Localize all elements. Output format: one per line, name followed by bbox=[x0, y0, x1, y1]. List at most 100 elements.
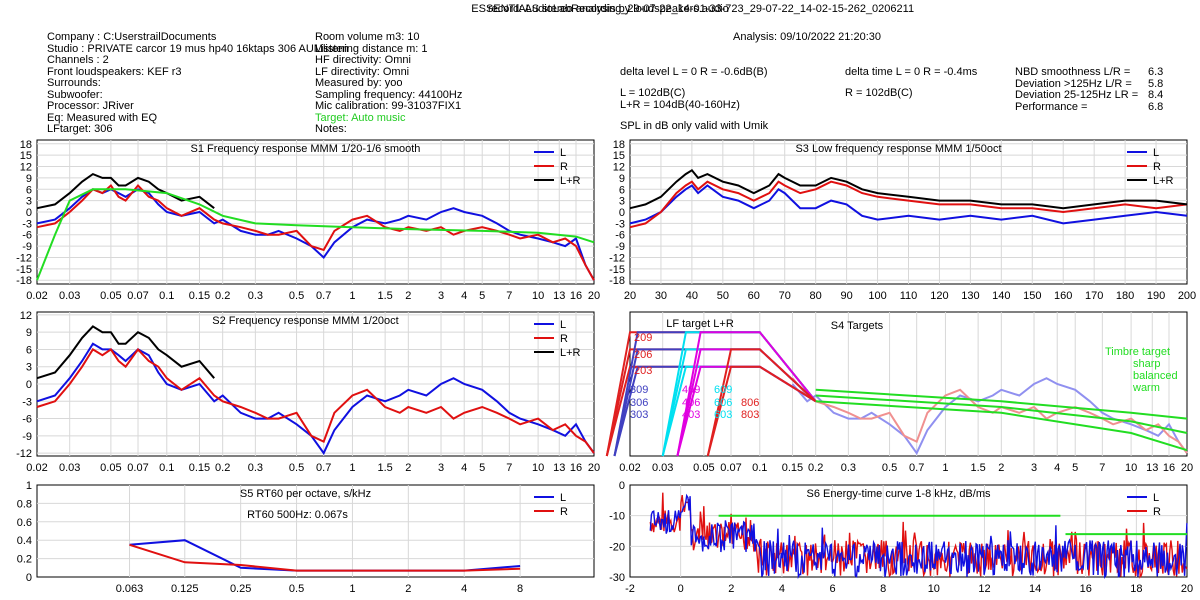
metric-label: NBD smoothness L/R = bbox=[1015, 66, 1131, 78]
s4-x-tick-label: 0.15 bbox=[782, 462, 803, 474]
s1-series-target bbox=[36, 188, 595, 281]
s1-x-tick-label: 0.02 bbox=[26, 290, 47, 302]
s6-y-tick-label: -10 bbox=[609, 511, 625, 523]
s4-lf-title: LF target L+R bbox=[666, 318, 734, 330]
s1-y-tick-label: -9 bbox=[22, 241, 32, 253]
s3-x-tick-label: 60 bbox=[748, 290, 760, 302]
s2-y-tick-label: 0 bbox=[26, 379, 32, 391]
s2-x-tick-label: 2 bbox=[405, 462, 411, 474]
s2-x-tick-label: 1.5 bbox=[377, 462, 392, 474]
s1-x-tick-label: 5 bbox=[479, 290, 485, 302]
s4-timbre-label: warm bbox=[1132, 382, 1160, 394]
s3-series-l bbox=[629, 184, 1188, 225]
s4-timbre-target-line bbox=[815, 388, 1188, 420]
s3-x-tick-label: 80 bbox=[810, 290, 822, 302]
s1-x-tick-label: 0.7 bbox=[316, 290, 331, 302]
s1-y-tick-label: 18 bbox=[20, 139, 32, 151]
s3-y-tick-label: 0 bbox=[619, 207, 625, 219]
s3-y-tick-label: 18 bbox=[613, 139, 625, 151]
s3-x-tick-label: 150 bbox=[1023, 290, 1041, 302]
metric-value: 6.8 bbox=[1148, 100, 1164, 113]
s5-x-tick-label: 2 bbox=[405, 583, 411, 595]
s2-legend-label: L bbox=[560, 319, 566, 331]
s5-x-tick-label: 0.125 bbox=[171, 583, 199, 595]
s4-lf-target-curve bbox=[706, 365, 817, 457]
s1-x-tick-label: 0.07 bbox=[127, 290, 148, 302]
s2-x-tick-label: 0.2 bbox=[215, 462, 230, 474]
s1-x-tick-label: 0.03 bbox=[59, 290, 80, 302]
s4-x-tick-label: 1.5 bbox=[970, 462, 985, 474]
s2-x-tick-label: 0.15 bbox=[189, 462, 210, 474]
s4-x-tick-label: 0.05 bbox=[693, 462, 714, 474]
s2-x-tick-label: 7 bbox=[506, 462, 512, 474]
s3-x-tick-label: 160 bbox=[1054, 290, 1072, 302]
lr-spl: L+R = 104dB(40-160Hz) bbox=[620, 99, 740, 111]
s4-timbre-target-line bbox=[815, 394, 1188, 434]
s4-x-tick-label: 2 bbox=[998, 462, 1004, 474]
s6-x-tick-label: 18 bbox=[1130, 583, 1142, 595]
s3-series-r bbox=[629, 180, 1188, 229]
s4-title: S4 Targets bbox=[831, 320, 884, 332]
s6-y-tick-label: 0 bbox=[619, 480, 625, 492]
s1-x-tick-label: 20 bbox=[588, 290, 600, 302]
info_left-line: Company : C:UserstrailDocuments bbox=[47, 31, 217, 43]
info_left-line: Front loudspeakers: KEF r3 bbox=[47, 65, 182, 78]
s1-x-tick-label: 13 bbox=[553, 290, 565, 302]
s3-legend-label: L+R bbox=[1153, 175, 1174, 187]
metric-value: 8.4 bbox=[1148, 89, 1164, 101]
s2-y-tick-label: -9 bbox=[22, 431, 32, 443]
s4-lf-target-label: 203 bbox=[634, 365, 652, 377]
s5-x-tick-label: 0.5 bbox=[289, 583, 304, 595]
s3-y-tick-label: -15 bbox=[609, 264, 625, 276]
analysis-date: Analysis: 09/10/2022 21:20:30 bbox=[733, 31, 882, 43]
s5-legend-label: L bbox=[560, 492, 566, 504]
s5-x-tick-label: 0.25 bbox=[230, 583, 251, 595]
s1-legend-label: L bbox=[560, 147, 566, 159]
s3-x-tick-label: 110 bbox=[900, 290, 918, 302]
s5-y-tick-label: 0 bbox=[26, 572, 32, 584]
s3-y-tick-label: 12 bbox=[613, 162, 625, 174]
s1-series-l bbox=[36, 188, 595, 281]
s3-y-tick-label: -6 bbox=[615, 230, 625, 242]
s4-x-tick-label: 7 bbox=[1099, 462, 1105, 474]
s2-x-tick-label: 0.3 bbox=[248, 462, 263, 474]
s4-lf-target-label: 806 bbox=[741, 397, 759, 409]
s1-y-tick-label: -18 bbox=[16, 275, 32, 287]
s1-series-r bbox=[36, 183, 595, 281]
s6-x-tick-label: 8 bbox=[880, 583, 886, 595]
s6-y-tick-label: -30 bbox=[609, 572, 625, 584]
s2-y-tick-label: 6 bbox=[26, 344, 32, 356]
s3-legend-label: L bbox=[1153, 147, 1159, 159]
s3-x-tick-label: 100 bbox=[868, 290, 886, 302]
s4-x-tick-label: 20 bbox=[1181, 462, 1193, 474]
record-label: record: AudioLabRecording_29-07-22_14-01… bbox=[488, 3, 915, 15]
s2-x-tick-label: 10 bbox=[532, 462, 544, 474]
s4-x-tick-label: 3 bbox=[1031, 462, 1037, 474]
s1-x-tick-label: 0.2 bbox=[215, 290, 230, 302]
delta-time: delta time L = 0 R = -0.4ms bbox=[845, 66, 978, 78]
s5-y-tick-label: 0.8 bbox=[17, 498, 32, 510]
metric-value: 5.8 bbox=[1148, 77, 1164, 90]
s4-timbre-label: sharp bbox=[1133, 358, 1161, 370]
s4-lf-target-curve bbox=[706, 348, 817, 457]
info_mid-line: Listening distance m: 1 bbox=[315, 42, 428, 55]
info_mid-line: HF directivity: Omni bbox=[315, 54, 411, 66]
s5-y-tick-label: 0.4 bbox=[17, 535, 32, 547]
s6-x-tick-label: -2 bbox=[625, 583, 635, 595]
s1-y-tick-label: -6 bbox=[22, 230, 32, 242]
s2-x-tick-label: 16 bbox=[570, 462, 582, 474]
s1-y-tick-label: -15 bbox=[16, 264, 32, 276]
s2-y-tick-label: -6 bbox=[22, 414, 32, 426]
s3-y-tick-label: 9 bbox=[619, 173, 625, 185]
info_left-line: Channels : 2 bbox=[47, 54, 109, 66]
s1-x-tick-label: 0.05 bbox=[100, 290, 121, 302]
s6-x-tick-label: 12 bbox=[978, 583, 990, 595]
s2-x-tick-label: 3 bbox=[438, 462, 444, 474]
s5-y-tick-label: 0.2 bbox=[17, 554, 32, 566]
s1-x-tick-label: 0.15 bbox=[189, 290, 210, 302]
s4-x-tick-label: 0.1 bbox=[752, 462, 767, 474]
s3-x-tick-label: 130 bbox=[961, 290, 979, 302]
info_left-line: Subwoofer: bbox=[47, 88, 103, 101]
s5-series-r bbox=[129, 543, 521, 572]
s3-y-tick-label: 6 bbox=[619, 184, 625, 196]
